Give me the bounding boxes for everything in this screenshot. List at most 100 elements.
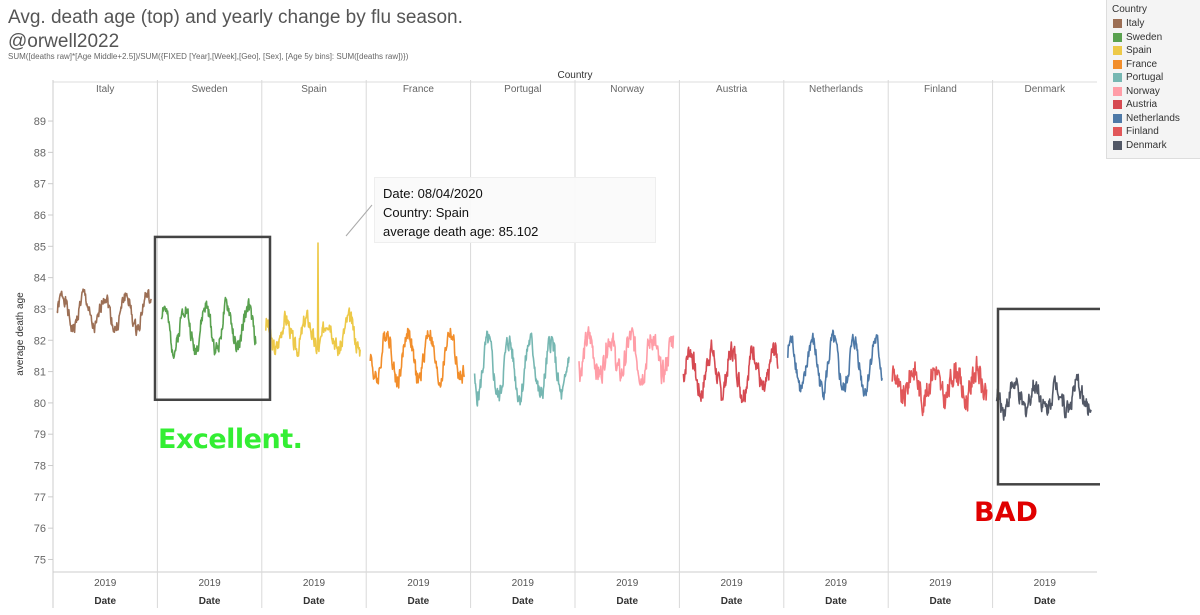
legend-swatch [1113, 46, 1122, 56]
series-line-spain [265, 242, 361, 358]
y-tick-label: 80 [34, 398, 46, 410]
x-axis-label: Date [512, 596, 534, 607]
legend-label: Portugal [1126, 72, 1164, 84]
column-header: Country [557, 70, 592, 81]
x-tick-label: 2019 [512, 578, 535, 589]
panel-header-france: France [403, 84, 435, 95]
legend-label: Norway [1126, 85, 1160, 97]
panel-header-austria: Austria [716, 84, 748, 95]
series-line-norway [578, 326, 675, 386]
legend-item-denmark[interactable]: Denmark [1107, 139, 1200, 153]
legend-item-portugal[interactable]: Portugal [1107, 71, 1200, 85]
legend-item-france[interactable]: France [1107, 58, 1200, 72]
panel-header-netherlands: Netherlands [809, 84, 863, 95]
faceted-line-chart: Country 75 76 77 78 79 80 81 82 83 84 85 86 87 88 89 ave… [15, 70, 1100, 608]
legend-item-norway[interactable]: Norway [1107, 85, 1200, 99]
panel-header-italy: Italy [96, 84, 114, 95]
y-tick-label: 83 [34, 304, 46, 316]
x-axis-label: Date [721, 596, 743, 607]
y-axis-label: average death age [15, 292, 26, 376]
y-tick-label: 84 [34, 273, 46, 285]
legend-item-austria[interactable]: Austria [1107, 98, 1200, 112]
legend-label: Spain [1126, 45, 1152, 57]
y-tick-label: 89 [34, 116, 46, 128]
legend-label: Denmark [1126, 139, 1167, 151]
panel-header-spain: Spain [301, 84, 327, 95]
legend-swatch [1113, 19, 1122, 29]
y-tick-label: 82 [34, 335, 46, 347]
tooltip-value: average death age: 85.102 [383, 224, 539, 239]
y-tick-label: 88 [34, 147, 46, 159]
legend-label: Italy [1126, 18, 1145, 30]
y-tick-label: 87 [34, 179, 46, 191]
series-line-denmark [995, 373, 1092, 421]
legend-title: Country [1112, 4, 1148, 15]
legend-label: France [1126, 58, 1158, 70]
annotation-box-denmark [996, 307, 1100, 486]
x-axis-label: Date [303, 596, 325, 607]
legend-swatch [1113, 73, 1122, 83]
y-tick-label: 85 [34, 241, 46, 253]
y-tick-label: 86 [34, 210, 46, 222]
panel-header-norway: Norway [610, 84, 644, 95]
x-tick-label: 2019 [94, 578, 117, 589]
annotation-box-sweden [153, 235, 272, 402]
x-tick-label: 2019 [929, 578, 952, 589]
legend-item-italy[interactable]: Italy [1107, 17, 1200, 31]
legend-item-spain[interactable]: Spain [1107, 44, 1200, 58]
legend-swatch [1113, 59, 1122, 69]
panel-header-finland: Finland [924, 84, 957, 95]
chart-title: Avg. death age (top) and yearly change b… [8, 7, 463, 28]
x-axis-label: Date [199, 596, 221, 607]
tooltip: Date: 08/04/2020 Country: Spain average … [374, 177, 656, 243]
y-tick-label: 77 [34, 492, 46, 504]
series-line-portugal [473, 330, 570, 407]
x-axis-label: Date [930, 596, 952, 607]
annotation-excellent: Excellent. [158, 424, 303, 455]
legend-label: Netherlands [1126, 112, 1180, 124]
y-tick-label: 79 [34, 429, 46, 441]
x-tick-label: 2019 [616, 578, 639, 589]
panel-header-denmark: Denmark [1025, 84, 1067, 95]
series-line-netherlands [787, 329, 883, 401]
legend-label: Sweden [1126, 31, 1163, 43]
tooltip-country: Country: Spain [383, 205, 469, 220]
panel-header-portugal: Portugal [504, 84, 541, 95]
x-tick-label: 2019 [1034, 578, 1057, 589]
x-axis-label: Date [616, 596, 638, 607]
x-tick-label: 2019 [407, 578, 430, 589]
legend-swatch [1113, 86, 1122, 96]
x-tick-label: 2019 [720, 578, 743, 589]
y-tick-label: 78 [34, 461, 46, 473]
series-line-austria [682, 339, 779, 404]
y-tick-label: 75 [34, 554, 46, 566]
x-axis-label: Date [825, 596, 847, 607]
x-axis-label: Date [408, 596, 430, 607]
annotation-bad: BAD [974, 497, 1038, 528]
y-tick-label: 76 [34, 523, 46, 535]
series-line-france [369, 327, 466, 389]
y-tick-label: 81 [34, 367, 46, 379]
x-tick-label: 2019 [825, 578, 848, 589]
tooltip-date: Date: 08/04/2020 [383, 186, 483, 201]
legend-swatch [1113, 32, 1122, 42]
legend-swatch [1113, 113, 1122, 123]
legend-item-finland[interactable]: Finland [1107, 125, 1200, 139]
calculation-formula: SUM([deaths raw]*[Age Middle+2.5])/SUM({… [8, 52, 409, 61]
legend-label: Finland [1126, 126, 1159, 138]
legend-items: Italy Sweden Spain France Portugal Norway Aust… [1107, 17, 1200, 152]
legend-swatch [1113, 140, 1122, 150]
series-line-finland [891, 355, 988, 417]
legend-item-netherlands[interactable]: Netherlands [1107, 112, 1200, 126]
series-line-sweden [160, 296, 257, 360]
legend-item-sweden[interactable]: Sweden [1107, 31, 1200, 45]
tooltip-pointer [345, 204, 373, 237]
legend-swatch [1113, 100, 1122, 110]
legend[interactable]: Country Italy Sweden Spain France Portugal No… [1106, 0, 1200, 159]
legend-label: Austria [1126, 99, 1158, 111]
panel-header-sweden: Sweden [192, 84, 228, 95]
x-axis-label: Date [1034, 596, 1056, 607]
x-tick-label: 2019 [198, 578, 221, 589]
legend-swatch [1113, 127, 1122, 137]
x-axis-label: Date [94, 596, 116, 607]
